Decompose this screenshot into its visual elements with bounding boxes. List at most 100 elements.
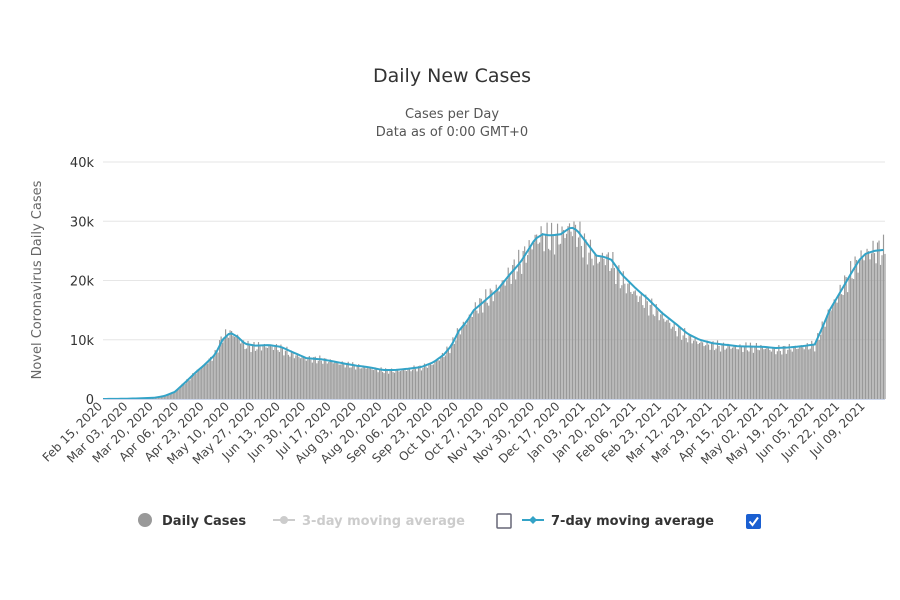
daily-cases-bar	[431, 364, 433, 399]
daily-cases-bar	[730, 348, 732, 399]
daily-cases-bar	[467, 319, 469, 399]
legend-item-3-day-average[interactable]: 3-day moving average	[273, 514, 465, 529]
daily-cases-bar	[672, 326, 674, 399]
daily-cases-bar	[234, 336, 236, 399]
daily-cases-bar	[334, 362, 336, 399]
daily-cases-bar	[678, 327, 680, 399]
daily-cases-bar	[278, 351, 281, 399]
daily-cases-bar	[404, 370, 406, 399]
daily-cases-bar	[489, 288, 491, 399]
daily-cases-bar	[256, 349, 258, 399]
daily-cases-bar	[543, 251, 545, 399]
seven-day-average-checkbox[interactable]	[746, 514, 761, 529]
daily-cases-bar	[452, 337, 454, 399]
daily-cases-bar	[483, 301, 485, 399]
daily-cases-bar	[419, 365, 421, 399]
daily-cases-bar	[389, 370, 391, 399]
daily-cases-bar	[527, 255, 529, 399]
daily-cases-bar	[583, 233, 586, 399]
daily-cases-bar	[580, 245, 583, 399]
daily-cases-bar	[519, 264, 521, 399]
daily-cases-bar	[559, 243, 562, 399]
daily-cases-bar	[685, 337, 687, 399]
daily-cases-bar	[640, 292, 642, 399]
daily-cases-bar	[524, 246, 526, 399]
daily-cases-bar	[326, 363, 328, 399]
daily-cases-bar	[468, 314, 470, 399]
daily-cases-bar	[631, 294, 633, 399]
daily-cases-bar	[833, 299, 835, 399]
daily-cases-bar	[416, 371, 418, 399]
daily-cases-bar	[471, 316, 473, 399]
daily-cases-bar	[420, 370, 423, 399]
daily-cases-bar	[498, 291, 500, 399]
daily-cases-bar	[706, 340, 708, 399]
daily-cases-bar	[542, 233, 544, 399]
daily-cases-bar	[782, 345, 784, 399]
daily-cases-bar	[298, 356, 300, 399]
daily-cases-bar	[682, 335, 684, 399]
daily-cases-bar	[713, 350, 716, 399]
daily-cases-bar	[794, 345, 796, 399]
legend-item-7-day-average[interactable]: 7-day moving average	[522, 514, 714, 529]
daily-cases-bar	[178, 388, 180, 399]
daily-cases-bar	[863, 260, 865, 399]
daily-cases-bar	[736, 349, 738, 399]
daily-cases-bar	[704, 345, 707, 399]
daily-cases-bar	[545, 234, 547, 399]
daily-cases-bar	[688, 333, 690, 399]
daily-cases-bar	[872, 240, 874, 399]
seven-day-average-checkbox-box	[746, 514, 761, 529]
daily-cases-bar	[754, 346, 756, 399]
daily-cases-bar	[724, 349, 726, 399]
daily-cases-bar	[749, 342, 752, 399]
daily-cases-bar	[699, 342, 701, 399]
daily-cases-bar	[784, 345, 786, 399]
daily-cases-bar	[198, 369, 200, 399]
daily-cases-bar	[627, 283, 629, 399]
daily-cases-bar	[800, 345, 802, 399]
daily-cases-bar	[600, 255, 602, 399]
daily-cases-bar	[370, 367, 372, 399]
legend-item-daily-cases[interactable]: Daily Cases	[138, 513, 246, 529]
daily-cases-bar	[364, 366, 366, 399]
daily-cases-bar	[307, 359, 309, 399]
daily-cases-bar	[274, 347, 276, 399]
daily-cases-bar	[719, 351, 722, 399]
daily-cases-bar	[693, 340, 695, 399]
daily-cases-bar	[826, 315, 828, 399]
daily-cases-bar	[854, 256, 856, 399]
daily-cases-bar	[283, 355, 285, 399]
daily-cases-bar	[235, 335, 237, 399]
three-day-average-checkbox[interactable]	[496, 513, 512, 529]
daily-cases-bar	[533, 242, 535, 399]
daily-cases-bar	[740, 346, 743, 399]
daily-cases-bar	[464, 324, 466, 399]
daily-cases-bar	[645, 294, 647, 399]
daily-cases-bar	[168, 394, 170, 399]
daily-cases-bar	[259, 346, 261, 399]
daily-cases-bar	[171, 392, 173, 399]
daily-cases-bar	[250, 352, 252, 399]
daily-cases-bar	[625, 293, 627, 399]
daily-cases-bar	[702, 342, 704, 399]
daily-cases-bar	[417, 366, 420, 399]
daily-cases-bar	[588, 252, 590, 399]
daily-cases-bar	[382, 371, 384, 399]
daily-cases-bar	[848, 276, 850, 399]
daily-cases-bar	[220, 336, 222, 399]
daily-cases-bar	[658, 320, 660, 399]
daily-cases-bar	[257, 342, 260, 399]
daily-cases-bar	[803, 349, 805, 399]
daily-cases-bar	[383, 373, 385, 399]
daily-cases-bar	[414, 368, 417, 399]
daily-cases-bar	[606, 254, 608, 399]
daily-cases-bar	[716, 340, 719, 399]
daily-cases-bar	[721, 344, 723, 399]
daily-cases-bar	[340, 364, 342, 399]
daily-cases-bar	[609, 271, 611, 399]
daily-cases-bar	[550, 222, 553, 399]
daily-cases-bar	[710, 343, 713, 399]
daily-cases-bar	[586, 264, 589, 399]
daily-cases-bar	[582, 257, 584, 399]
